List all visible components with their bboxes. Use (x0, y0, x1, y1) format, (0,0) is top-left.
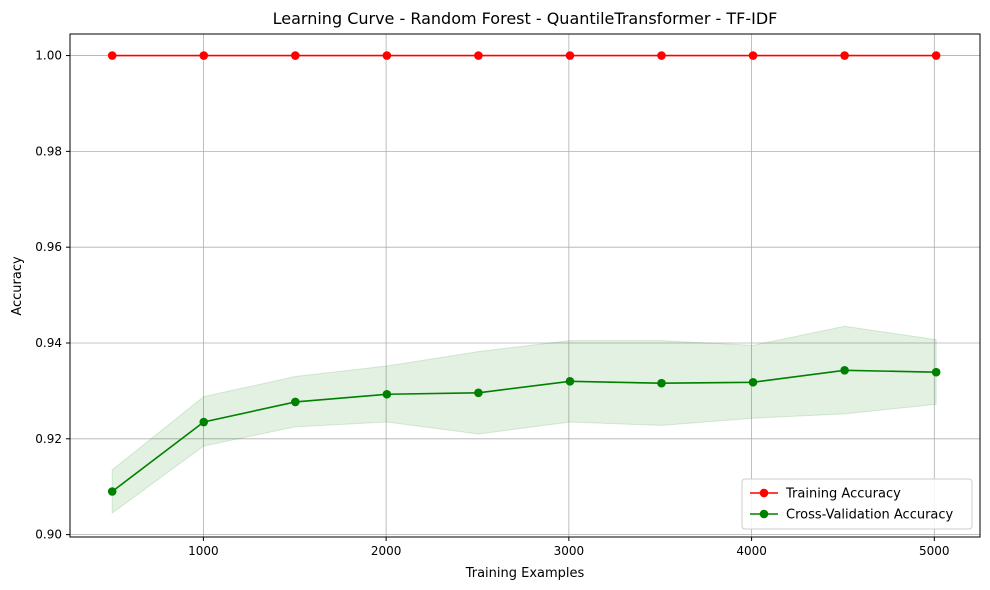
y-tick-label: 0.92 (35, 432, 62, 446)
cv-accuracy-line (111, 369, 937, 493)
legend-box (741, 478, 973, 530)
training-accuracy-point (107, 51, 117, 60)
cv-accuracy-point (382, 389, 392, 399)
chart-title: Learning Curve - Random Forest - Quantil… (273, 9, 778, 28)
cv-accuracy-point (565, 377, 575, 386)
x-tick-label: 5000 (919, 544, 950, 558)
y-tick-label: 0.94 (35, 336, 62, 350)
x-axis-label: Training Examples (465, 566, 585, 581)
x-tick-label: 1000 (188, 544, 219, 558)
training-accuracy-point (382, 51, 392, 60)
cv-accuracy-point (748, 377, 758, 387)
y-axis-ticks: 0.90 0.92 0.94 0.96 0.98 1.00 (35, 49, 70, 542)
legend: Training Accuracy Cross-Validation Accura… (741, 478, 973, 530)
series-lines (107, 51, 941, 496)
cv-accuracy-point (840, 365, 849, 375)
y-axis-label: Accuracy (10, 256, 25, 316)
confidence-bands (111, 325, 937, 515)
x-tick-label: 2000 (371, 544, 402, 558)
cv-accuracy-legend-label: Cross-Validation Accuracy (786, 508, 954, 523)
cv-accuracy-point (931, 367, 941, 377)
x-tick-label: 3000 (554, 544, 585, 558)
cv-accuracy-point (657, 378, 666, 388)
training-accuracy-point (291, 51, 300, 60)
cv-accuracy-point (291, 397, 300, 407)
x-axis-ticks: 1000 2000 3000 4000 5000 (188, 537, 950, 558)
training-accuracy-point (931, 51, 941, 60)
grid-lines (70, 34, 980, 537)
plot-frame (69, 33, 981, 538)
training-accuracy-point (840, 51, 849, 60)
y-tick-label: 0.98 (35, 144, 62, 158)
cv-accuracy-legend-marker (759, 509, 769, 519)
training-accuracy-point (748, 51, 758, 60)
y-tick-label: 0.90 (35, 528, 62, 542)
training-accuracy-point (199, 51, 209, 60)
training-accuracy-legend-marker (759, 488, 769, 498)
cv-accuracy-point (474, 388, 483, 398)
y-tick-label: 1.00 (35, 49, 62, 63)
cv-accuracy-band (111, 325, 937, 515)
cv-accuracy-point (107, 487, 117, 496)
training-accuracy-legend-label: Training Accuracy (785, 487, 901, 502)
y-tick-label: 0.96 (35, 240, 62, 254)
training-accuracy-point (474, 51, 483, 60)
x-tick-label: 4000 (736, 544, 767, 558)
cv-accuracy-point (199, 417, 209, 427)
training-accuracy-point (657, 51, 666, 60)
training-accuracy-point (565, 51, 575, 60)
